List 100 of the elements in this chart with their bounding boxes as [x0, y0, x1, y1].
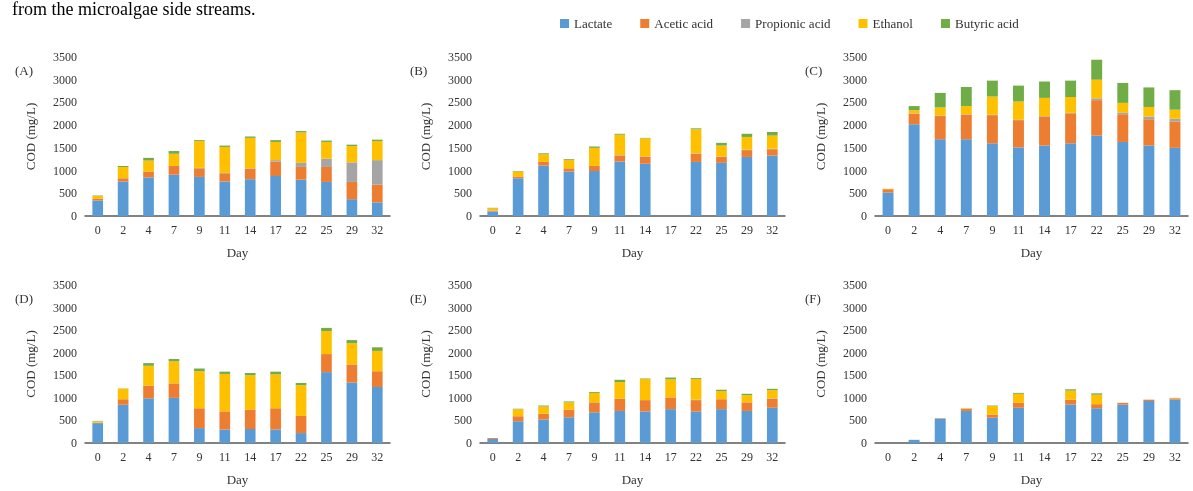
- y-tick-label: 3500: [448, 50, 472, 64]
- x-tick-label: 25: [715, 223, 728, 237]
- x-tick-label: 32: [371, 450, 384, 464]
- text: (F): [805, 291, 821, 306]
- y-tick-label: 3500: [843, 278, 867, 292]
- y-tick-label: 1000: [448, 163, 472, 178]
- x-tick-label: 11: [1012, 450, 1025, 464]
- legend-label: Lactate: [574, 16, 613, 31]
- x-tick-label: 2: [911, 223, 918, 237]
- x-tick-label: 2: [911, 450, 918, 464]
- x-tick-label: 25: [320, 223, 333, 237]
- x-tick-label: 9: [196, 450, 203, 464]
- x-tick-label: 29: [345, 450, 358, 464]
- x-tick-label: 9: [196, 223, 203, 237]
- x-axis-title: Day: [1020, 472, 1043, 487]
- x-axis-title: Day: [226, 245, 249, 260]
- text: (D): [15, 291, 34, 306]
- x-tick-label: 32: [766, 223, 779, 237]
- x-tick-label: 9: [591, 450, 598, 464]
- text: (B): [410, 63, 428, 78]
- y-tick-label: 2500: [843, 95, 867, 110]
- y-tick-label: 2500: [448, 323, 472, 338]
- x-tick-label: 14: [1038, 223, 1051, 237]
- x-tick-label: 4: [937, 223, 944, 237]
- y-tick-label: 3000: [53, 300, 77, 315]
- x-tick-label: 17: [664, 450, 677, 464]
- x-tick-label: 9: [989, 450, 996, 464]
- x-tick-label: 17: [664, 223, 677, 237]
- x-tick-label: 22: [690, 223, 703, 237]
- y-tick-label: 500: [849, 186, 867, 201]
- y-tick-label: 1500: [843, 368, 867, 383]
- y-axis-title: COD (mg/L): [813, 102, 828, 171]
- legend-label: Acetic acid: [654, 16, 714, 31]
- x-tick-label: 11: [1012, 223, 1025, 237]
- y-tick-label: 2500: [53, 323, 77, 338]
- y-tick-label: 1000: [843, 390, 867, 405]
- y-tick-label: 500: [849, 413, 867, 428]
- x-axis-title: Day: [1020, 245, 1043, 260]
- y-tick-label: 3000: [448, 72, 472, 87]
- y-tick-label: 0: [71, 436, 77, 450]
- text: (C): [805, 63, 823, 78]
- y-tick-label: 0: [861, 209, 867, 223]
- y-tick-label: 1500: [448, 368, 472, 383]
- text: (A): [15, 63, 34, 78]
- y-tick-label: 3500: [448, 278, 472, 292]
- y-axis-title: COD (mg/L): [418, 102, 433, 171]
- y-tick-label: 2000: [448, 345, 472, 360]
- y-tick-label: 3500: [843, 50, 867, 64]
- x-tick-label: 0: [94, 223, 101, 237]
- x-tick-label: 25: [1116, 223, 1129, 237]
- y-tick-label: 0: [466, 436, 472, 450]
- x-tick-label: 7: [963, 223, 970, 237]
- y-tick-label: 2000: [843, 118, 867, 133]
- y-tick-label: 1000: [843, 163, 867, 178]
- y-tick-label: 2000: [53, 345, 77, 360]
- x-tick-label: 2: [120, 223, 127, 237]
- x-tick-label: 2: [515, 450, 522, 464]
- text: from the microalgae side streams.: [12, 0, 256, 19]
- x-tick-label: 22: [295, 223, 308, 237]
- x-tick-label: 29: [740, 223, 753, 237]
- x-tick-label: 29: [1142, 450, 1155, 464]
- x-tick-label: 25: [320, 450, 333, 464]
- y-tick-label: 2000: [53, 118, 77, 133]
- x-tick-label: 32: [1168, 450, 1181, 464]
- y-tick-label: 2000: [843, 345, 867, 360]
- y-tick-label: 3000: [843, 300, 867, 315]
- y-axis-title: COD (mg/L): [23, 330, 38, 398]
- x-tick-label: 29: [740, 450, 753, 464]
- x-tick-label: 9: [591, 223, 598, 237]
- x-tick-label: 17: [269, 450, 282, 464]
- x-tick-label: 22: [295, 450, 308, 464]
- x-tick-label: 32: [766, 450, 779, 464]
- x-tick-label: 0: [94, 450, 101, 464]
- x-tick-label: 32: [1168, 223, 1181, 237]
- x-tick-label: 14: [639, 223, 652, 237]
- y-axis-title: COD (mg/L): [23, 102, 38, 171]
- y-tick-label: 1500: [448, 140, 472, 155]
- y-tick-label: 2500: [53, 95, 77, 110]
- y-tick-label: 1500: [53, 368, 77, 383]
- x-tick-label: 17: [1064, 450, 1077, 464]
- x-tick-label: 7: [565, 223, 572, 237]
- y-tick-label: 3000: [53, 72, 77, 87]
- x-tick-label: 2: [515, 223, 522, 237]
- x-tick-label: 7: [565, 450, 572, 464]
- x-tick-label: 22: [1090, 223, 1103, 237]
- y-axis-title: COD (mg/L): [418, 330, 433, 398]
- x-tick-label: 22: [690, 450, 703, 464]
- x-tick-label: 17: [269, 223, 282, 237]
- x-tick-label: 17: [1064, 223, 1077, 237]
- x-tick-label: 29: [1142, 223, 1155, 237]
- y-tick-label: 2000: [448, 118, 472, 133]
- y-tick-label: 3000: [448, 300, 472, 315]
- x-tick-label: 7: [170, 450, 177, 464]
- x-tick-label: 11: [219, 450, 231, 464]
- x-tick-label: 4: [145, 450, 152, 464]
- y-tick-label: 1000: [53, 163, 77, 178]
- x-tick-label: 22: [1090, 450, 1103, 464]
- x-tick-label: 4: [540, 450, 547, 464]
- legend-label: Propionic acid: [755, 16, 832, 31]
- y-tick-label: 1500: [843, 140, 867, 155]
